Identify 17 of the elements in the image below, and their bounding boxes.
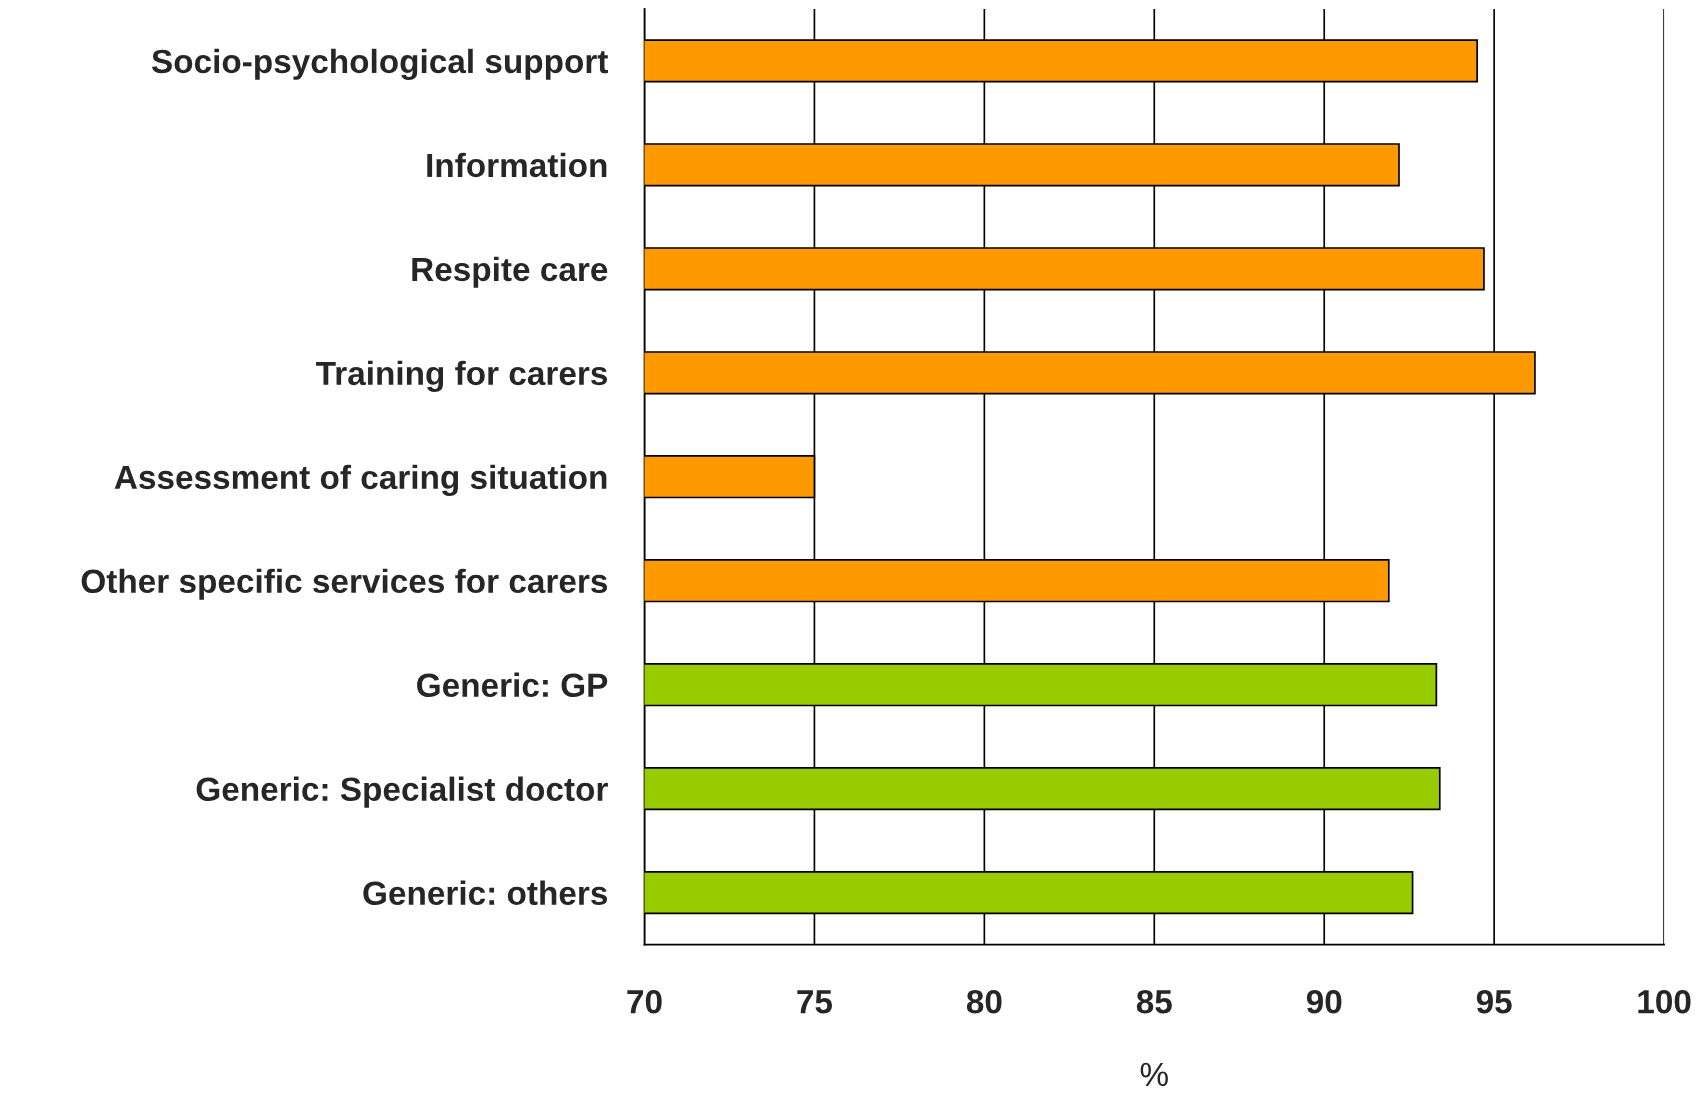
y-tick-label: Information xyxy=(427,152,607,178)
x-tick-label: 75 xyxy=(797,990,833,1014)
y-tick-label: Socio-psychological support xyxy=(151,48,609,81)
y-tick-label: Generic: others xyxy=(363,880,608,906)
y-tick-label: Assessment of caring situation xyxy=(114,464,607,496)
x-tick-label: 95 xyxy=(1476,989,1512,1014)
x-tick-label: 90 xyxy=(1306,989,1342,1014)
y-tick-label: Generic: GP xyxy=(417,672,608,698)
y-tick-label: Other specific services for carers xyxy=(81,568,608,600)
x-tick-label: 85 xyxy=(1136,989,1172,1014)
y-tick-label: Respite care xyxy=(412,256,608,288)
x-tick-label: 70 xyxy=(627,989,662,1014)
x-axis-title: % xyxy=(1140,1062,1168,1087)
x-tick-label: 100 xyxy=(1638,989,1691,1014)
x-tick-label: 80 xyxy=(966,989,1002,1014)
y-tick-label: Training for carers xyxy=(316,360,608,392)
y-tick-label: Generic: Specialist doctor xyxy=(196,776,608,808)
